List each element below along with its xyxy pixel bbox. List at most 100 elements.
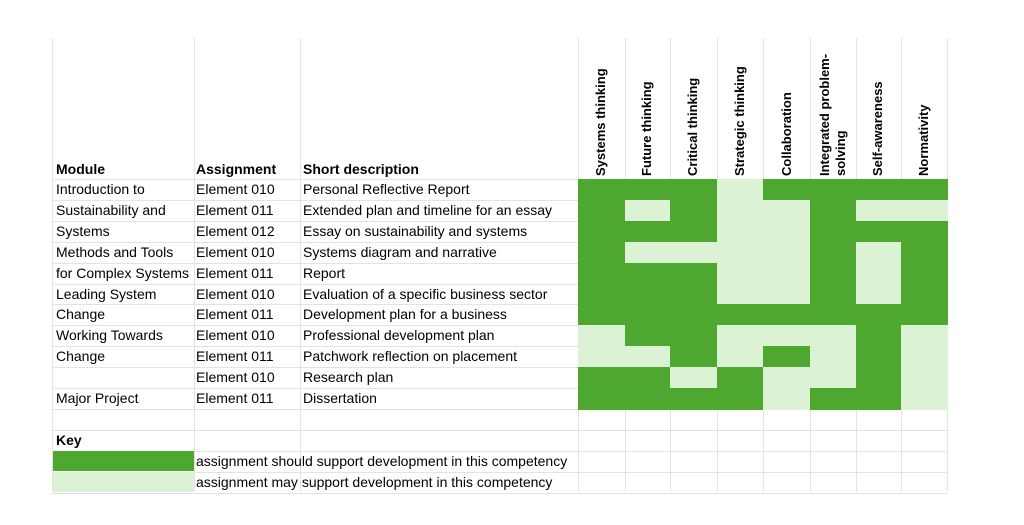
competency-cell: [763, 284, 811, 305]
competency-cell: [810, 325, 856, 347]
competency-header: Normativity: [916, 104, 931, 176]
competency-header: Strategic thinking: [731, 66, 747, 176]
description-cell: Dissertation: [303, 390, 377, 406]
competency-cell: [578, 346, 625, 368]
competency-cell: [670, 263, 717, 285]
competency-cell: [901, 179, 948, 201]
grid-hline: [52, 493, 947, 494]
grid-hline: [52, 242, 947, 243]
grid-hline: [52, 388, 947, 389]
description-cell: Development plan for a business: [303, 306, 507, 322]
competency-cell: [716, 179, 764, 201]
competency-cell: [716, 284, 764, 305]
competency-cell: [763, 325, 811, 347]
competency-cell: [810, 284, 856, 305]
competency-cell: [578, 221, 625, 243]
competency-cell: [810, 200, 856, 222]
assignment-cell: Element 011: [196, 348, 274, 364]
module-header: Module: [56, 161, 105, 177]
competency-header: Self-awareness: [870, 81, 886, 176]
grid-hline: [52, 304, 947, 305]
assignment-cell: Element 010: [196, 244, 275, 260]
competency-cell: [624, 221, 671, 243]
key-label: assignment may support development in th…: [196, 474, 553, 490]
competency-cell: [716, 367, 764, 389]
competency-cell: [763, 304, 811, 326]
competency-cell: [763, 221, 811, 243]
competency-cell: [624, 200, 671, 222]
grid-hline: [52, 200, 947, 201]
assignment-cell: Element 011: [196, 202, 274, 218]
competency-cell: [716, 346, 764, 368]
competency-cell: [624, 367, 671, 389]
competency-cell: [578, 200, 625, 222]
assignment-cell: Element 010: [196, 327, 275, 343]
competency-cell: [901, 284, 948, 305]
competency-cell: [716, 242, 764, 264]
competency-cell: [763, 388, 811, 410]
competency-cell: [624, 242, 671, 264]
competency-cell: [716, 263, 764, 285]
grid-hline: [52, 367, 947, 368]
competency-cell: [810, 304, 856, 326]
grid-vline: [947, 38, 948, 492]
assignment-header: Assignment: [196, 161, 277, 177]
competency-cell: [901, 325, 948, 347]
competency-cell: [670, 221, 717, 243]
grid-hline: [52, 430, 947, 431]
assignment-cell: Element 011: [196, 265, 274, 281]
module-cell: Working Towards: [56, 327, 163, 343]
competency-cell: [763, 346, 811, 368]
description-cell: Professional development plan: [303, 327, 495, 343]
module-cell: Change: [56, 348, 106, 364]
grid-hline: [52, 325, 947, 326]
module-cell: Systems: [56, 223, 110, 239]
assignment-cell: Element 010: [196, 369, 275, 385]
competency-cell: [901, 242, 948, 264]
grid-vline: [52, 38, 53, 492]
grid-hline: [52, 409, 947, 410]
competency-cell: [855, 325, 902, 347]
competency-cell: [624, 304, 671, 326]
competency-cell: [855, 304, 902, 326]
competency-cell: [716, 221, 764, 243]
description-cell: Patchwork reflection on placement: [303, 348, 517, 364]
competency-header: Critical thinking: [685, 77, 701, 176]
description-cell: Systems diagram and narrative: [303, 244, 497, 260]
competency-cell: [624, 179, 671, 201]
competency-cell: [810, 346, 856, 368]
competency-cell: [855, 367, 902, 389]
competency-cell: [763, 367, 811, 389]
assignment-cell: Element 011: [196, 390, 274, 406]
grid-hline: [52, 263, 947, 264]
key-label: assignment should support development in…: [196, 453, 568, 469]
module-cell: Introduction to: [56, 181, 145, 197]
competency-cell: [855, 200, 902, 222]
module-cell: for Complex Systems: [56, 265, 190, 281]
competency-cell: [716, 200, 764, 222]
competency-header: Integrated problem-: [816, 53, 832, 176]
competency-cell: [578, 179, 625, 201]
competency-cell: [578, 367, 625, 389]
competency-cell: [901, 346, 948, 368]
description-cell: Evaluation of a specific business sector: [303, 286, 548, 302]
competency-cell: [855, 242, 902, 264]
competency-header: Systems thinking: [593, 68, 609, 176]
key-swatch: [53, 472, 194, 492]
grid-hline: [52, 346, 947, 347]
competency-cell: [763, 200, 811, 222]
description-cell: Extended plan and timeline for an essay: [303, 202, 553, 218]
grid-hline: [52, 221, 947, 222]
grid-vline: [300, 38, 301, 492]
competency-cell: [578, 304, 625, 326]
competency-cell: [578, 388, 625, 410]
competency-header: Collaboration: [778, 92, 794, 176]
competency-cell: [578, 242, 625, 264]
module-cell: Leading System: [56, 286, 157, 302]
competency-cell: [855, 179, 902, 201]
description-cell: Personal Reflective Report: [303, 181, 470, 197]
competency-cell: [901, 388, 948, 410]
assignment-cell: Element 010: [196, 181, 275, 197]
module-cell: Major Project: [56, 390, 139, 406]
